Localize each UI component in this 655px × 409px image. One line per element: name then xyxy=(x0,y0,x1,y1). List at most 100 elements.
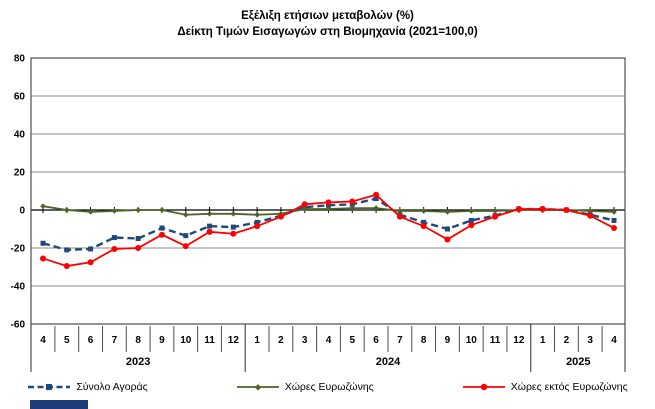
x-axis-month-label: 2 xyxy=(278,335,284,346)
data-point-marker xyxy=(111,235,117,241)
x-axis-month-label: 4 xyxy=(326,335,332,346)
x-axis-month-label: 8 xyxy=(135,335,141,346)
data-point-marker xyxy=(420,223,427,230)
data-point-marker xyxy=(396,213,403,220)
data-point-marker xyxy=(63,207,70,213)
data-point-marker xyxy=(515,206,522,213)
data-point-marker xyxy=(254,219,260,225)
x-axis-month-label: 3 xyxy=(587,335,593,346)
legend-label-eurozone: Χώρες Ευρωζώνης xyxy=(284,381,374,393)
legend-item-non-eurozone: Χώρες εκτός Ευρωζώνης xyxy=(462,381,628,393)
data-point-marker xyxy=(87,209,94,215)
x-axis-month-label: 4 xyxy=(611,335,617,346)
footer-blue-bar xyxy=(30,400,88,409)
data-point-marker xyxy=(230,230,237,237)
x-axis-month-label: 10 xyxy=(180,335,192,346)
data-point-marker xyxy=(159,207,165,213)
data-point-marker xyxy=(183,233,189,239)
y-axis-tick-label: 40 xyxy=(14,130,26,141)
data-point-marker xyxy=(468,208,475,214)
chart-subtitle: Δείκτη Τιμών Εισαγωγών στη Βιομηχανία (2… xyxy=(177,26,478,38)
data-point-marker xyxy=(373,191,380,198)
data-point-marker xyxy=(420,208,427,214)
x-axis-month-label: 12 xyxy=(513,335,525,346)
x-axis-month-label: 5 xyxy=(350,335,356,346)
data-point-marker xyxy=(230,210,237,217)
data-point-marker xyxy=(254,223,261,230)
data-point-marker xyxy=(87,259,94,266)
y-axis-tick-label: -40 xyxy=(11,282,26,293)
data-point-marker xyxy=(611,209,617,215)
x-axis-month-label: 11 xyxy=(490,335,501,346)
data-point-marker xyxy=(444,209,451,215)
data-point-marker xyxy=(40,255,46,262)
data-point-marker xyxy=(40,203,46,210)
x-axis-month-label: 1 xyxy=(254,335,260,346)
x-axis-month-label: 2 xyxy=(564,335,570,346)
data-point-marker xyxy=(111,245,118,252)
data-point-marker xyxy=(40,240,46,246)
data-point-marker xyxy=(325,206,332,212)
x-axis-month-label: 7 xyxy=(397,335,403,346)
x-axis-month-label: 10 xyxy=(466,335,478,346)
x-axis-month-label: 9 xyxy=(159,335,165,346)
data-point-marker xyxy=(492,208,498,214)
data-point-marker xyxy=(468,217,474,223)
x-axis-month-label: 5 xyxy=(64,335,70,346)
data-point-marker xyxy=(587,212,594,219)
data-point-marker xyxy=(206,228,213,235)
data-point-marker xyxy=(159,225,165,231)
legend-label-total-market: Σύνολο Αγοράς xyxy=(76,381,148,393)
legend: Σύνολο Αγοράς Χώρες Ευρωζώνης Χώρες εκτό… xyxy=(0,374,655,400)
x-axis-month-label: 1 xyxy=(540,335,546,346)
data-point-marker xyxy=(135,207,141,213)
data-point-marker xyxy=(182,211,189,218)
legend-swatch-non-eurozone-icon xyxy=(462,383,505,391)
x-axis-month-label: 8 xyxy=(421,335,427,346)
data-point-marker xyxy=(182,243,189,250)
data-point-marker xyxy=(64,247,70,253)
data-point-marker xyxy=(444,236,451,243)
data-point-marker xyxy=(230,224,236,230)
legend-item-eurozone: Χώρες Ευρωζώνης xyxy=(236,381,374,393)
data-point-marker xyxy=(539,206,546,213)
data-point-marker xyxy=(88,246,94,252)
data-point-marker xyxy=(611,217,617,223)
data-point-marker xyxy=(563,207,570,213)
data-point-marker xyxy=(373,205,379,211)
legend-swatch-eurozone-icon xyxy=(236,384,279,391)
chart-title: Εξέλιξη ετήσιων μεταβολών (%) xyxy=(241,10,414,22)
data-point-marker xyxy=(111,208,118,214)
data-point-marker xyxy=(325,199,332,206)
data-point-marker xyxy=(301,206,308,212)
x-axis-month-label: 3 xyxy=(302,335,308,346)
data-point-marker xyxy=(158,231,165,238)
data-point-marker xyxy=(135,245,142,251)
y-axis-tick-label: 60 xyxy=(14,92,26,103)
x-axis-month-label: 9 xyxy=(445,335,451,346)
data-point-marker xyxy=(492,213,499,220)
x-axis-month-label: 6 xyxy=(88,335,94,346)
data-point-marker xyxy=(63,263,70,270)
data-point-marker xyxy=(349,205,356,211)
data-point-marker xyxy=(254,211,260,218)
y-axis-tick-label: 80 xyxy=(14,54,26,65)
y-axis-tick-label: 20 xyxy=(14,168,26,179)
data-point-marker xyxy=(611,225,617,232)
data-point-marker xyxy=(207,223,213,229)
data-point-marker xyxy=(397,208,403,214)
data-point-marker xyxy=(301,201,308,208)
data-point-marker xyxy=(587,208,594,214)
y-axis-tick-label: -20 xyxy=(11,244,26,255)
data-point-marker xyxy=(206,210,213,217)
y-axis-tick-label: 0 xyxy=(19,206,25,217)
chart-title-block: Εξέλιξη ετήσιων μεταβολών (%) Δείκτη Τιμ… xyxy=(0,8,655,40)
data-point-marker xyxy=(421,219,427,225)
x-axis-month-label: 4 xyxy=(40,335,46,346)
legend-swatch-total-market-icon xyxy=(28,384,71,390)
x-axis-year-label: 2025 xyxy=(566,356,590,368)
x-axis-month-label: 11 xyxy=(204,335,215,346)
y-axis-tick-label: -60 xyxy=(11,320,26,331)
data-point-marker xyxy=(277,213,284,220)
